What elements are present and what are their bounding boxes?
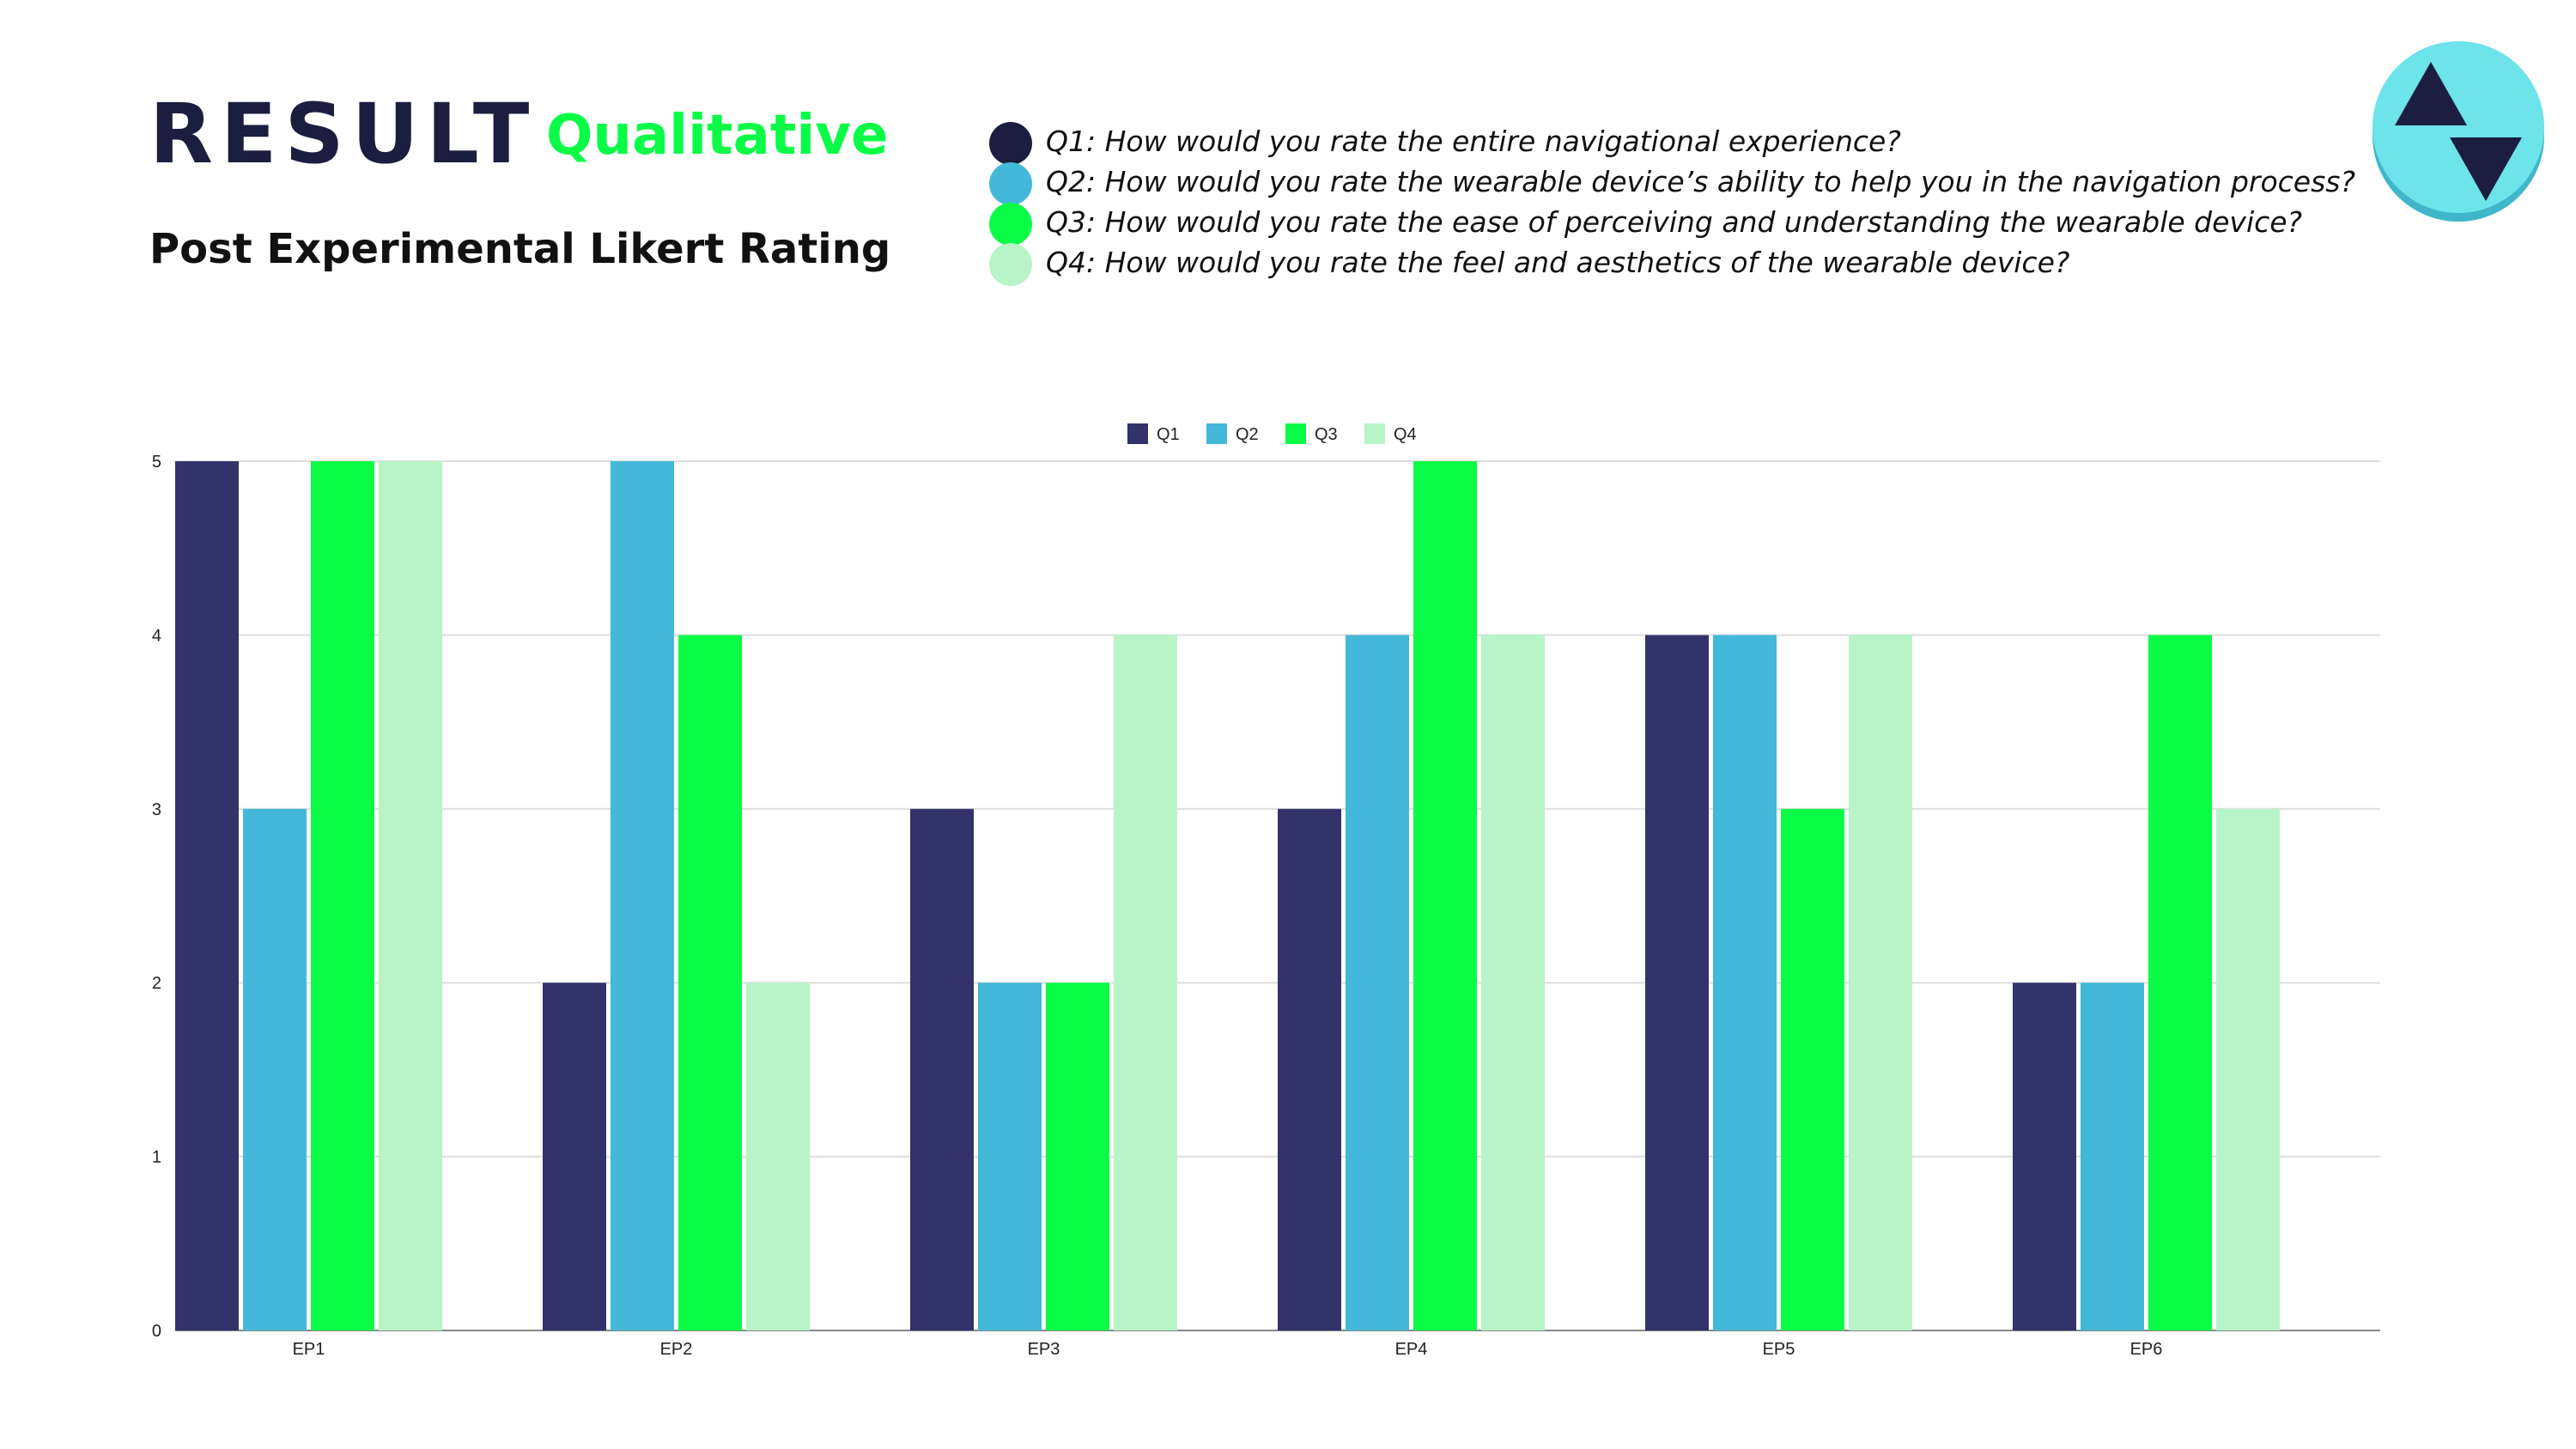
question-dot [989, 162, 1032, 205]
bar-q3-ep2 [678, 635, 742, 1330]
y-tick-label: 0 [152, 1322, 161, 1341]
page-title: RESULT [149, 86, 538, 182]
y-tick-label: 4 [152, 626, 161, 645]
bar-q1-ep3 [910, 808, 974, 1330]
x-tick-label: EP3 [1028, 1340, 1060, 1359]
legend-swatch [1206, 423, 1227, 444]
bar-q4-ep5 [1849, 635, 1912, 1330]
legend-label: Q4 [1394, 425, 1417, 444]
y-tick-label: 3 [152, 801, 161, 819]
legend-label: Q2 [1236, 425, 1259, 444]
legend-swatch [1127, 423, 1148, 444]
page-tag: Qualitative [546, 104, 889, 167]
bar-q1-ep4 [1278, 808, 1341, 1330]
bar-q1-ep6 [2013, 983, 2076, 1330]
bar-q1-ep5 [1645, 635, 1709, 1330]
y-tick-label: 1 [152, 1148, 161, 1167]
legend-label: Q3 [1315, 425, 1338, 444]
question-dot [989, 203, 1032, 246]
bar-q3-ep1 [311, 461, 374, 1330]
bar-q3-ep6 [2148, 635, 2212, 1330]
x-tick-label: EP1 [293, 1340, 325, 1359]
y-tick-label: 5 [152, 453, 161, 472]
bar-q4-ep2 [746, 983, 810, 1330]
up-down-arrows-icon [2372, 41, 2544, 222]
x-tick-label: EP5 [1763, 1340, 1795, 1359]
x-tick-label: EP2 [660, 1340, 693, 1359]
bar-q2-ep4 [1346, 635, 1409, 1330]
question-text: Q2: How would you rate the wearable devi… [1046, 165, 2356, 198]
legend-swatch [1285, 423, 1306, 444]
bar-q2-ep5 [1713, 635, 1777, 1330]
page-subtitle: Post Experimental Likert Rating [149, 225, 891, 273]
bar-q2-ep6 [2081, 983, 2144, 1330]
question-text: Q1: How would you rate the entire naviga… [1046, 125, 1901, 158]
bar-q4-ep3 [1114, 635, 1177, 1330]
bar-q3-ep3 [1046, 983, 1109, 1330]
bar-q4-ep6 [2216, 808, 2280, 1330]
bar-q1-ep1 [175, 461, 239, 1330]
bar-q1-ep2 [543, 983, 606, 1330]
legend-swatch [1364, 423, 1385, 444]
legend-label: Q1 [1157, 425, 1180, 444]
bar-q4-ep4 [1481, 635, 1545, 1330]
x-tick-label: EP4 [1395, 1340, 1428, 1359]
question-dot [989, 243, 1032, 286]
x-tick-label: EP6 [2130, 1340, 2163, 1359]
y-tick-label: 2 [152, 974, 161, 993]
bar-q2-ep3 [978, 983, 1042, 1330]
question-dot [989, 122, 1032, 165]
bar-q3-ep5 [1781, 808, 1844, 1330]
bar-q2-ep2 [611, 461, 674, 1330]
question-text: Q4: How would you rate the feel and aest… [1046, 246, 2070, 279]
question-text: Q3: How would you rate the ease of perce… [1046, 205, 2303, 239]
bar-q2-ep1 [243, 808, 307, 1330]
bar-q4-ep1 [379, 461, 442, 1330]
bar-q3-ep4 [1413, 461, 1477, 1330]
